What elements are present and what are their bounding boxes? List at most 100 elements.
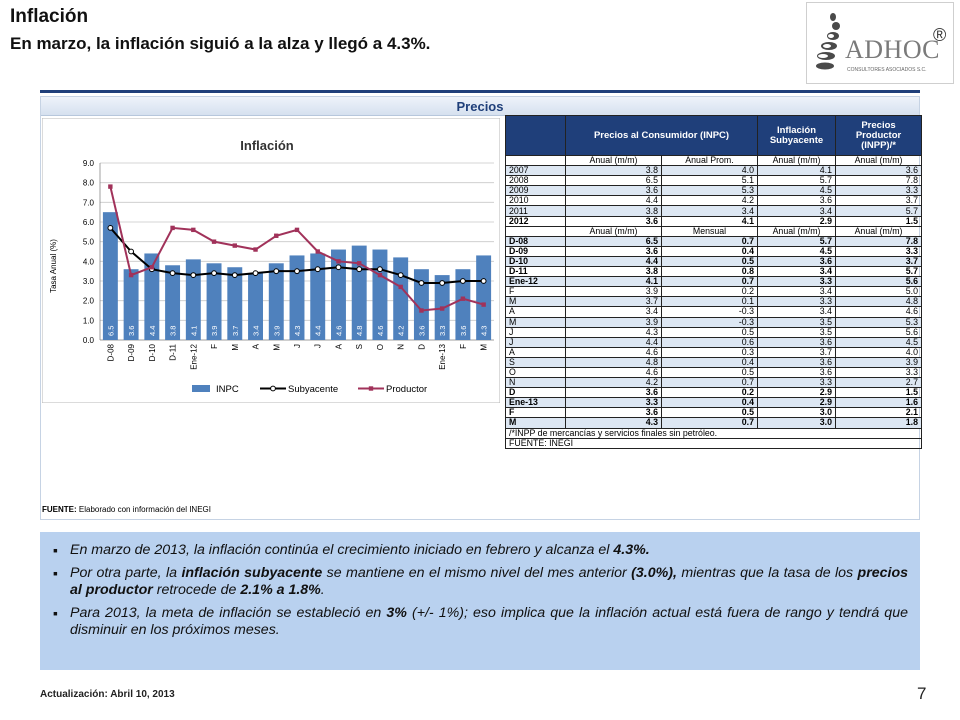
bullet-2-core-value: (3.0%), bbox=[631, 565, 677, 581]
table-cell: 4.5 bbox=[835, 336, 923, 348]
table-cell: 4.6 bbox=[835, 306, 923, 318]
table-subheader-cell: Anual (m/m) bbox=[757, 154, 837, 167]
bar bbox=[144, 253, 160, 340]
table-row-label: M bbox=[505, 316, 566, 328]
x-tick-label: O bbox=[376, 344, 385, 350]
series-point bbox=[439, 280, 446, 286]
table-row: J 4.4 0.6 3.6 4.5 bbox=[505, 336, 923, 348]
table-row: 2010 4.4 4.2 3.6 3.7 bbox=[505, 195, 923, 207]
bar bbox=[123, 269, 139, 340]
x-tick-label: M bbox=[480, 344, 489, 351]
x-tick-label: F bbox=[459, 344, 468, 349]
table-cell: 2.7 bbox=[835, 377, 923, 389]
table-cell: 0.5 bbox=[660, 255, 759, 268]
x-tick-label: A bbox=[252, 343, 261, 349]
bar bbox=[310, 253, 326, 340]
series-point bbox=[273, 268, 280, 275]
table-source: FUENTE: INEGI bbox=[504, 437, 923, 449]
table-subheader-cell bbox=[505, 225, 566, 237]
table-note: /*INPP de mercancías y servicios finales… bbox=[504, 427, 923, 439]
table-row-label: F bbox=[505, 286, 566, 298]
table-cell: 0.2 bbox=[660, 286, 759, 298]
table-cell: 4.5 bbox=[757, 245, 837, 257]
table-cell: 1.6 bbox=[835, 397, 923, 409]
bar-data-label: 3.8 bbox=[169, 326, 178, 336]
legend-label: Productor bbox=[386, 384, 427, 395]
bar bbox=[268, 263, 284, 340]
table-row: O 4.6 0.5 3.6 3.3 bbox=[505, 366, 923, 379]
legend-marker bbox=[368, 386, 374, 391]
table-row-label: S bbox=[505, 356, 566, 368]
x-tick-label: Ene-12 bbox=[189, 343, 198, 369]
x-tick-label: Ene-13 bbox=[438, 343, 447, 369]
series-point bbox=[481, 302, 486, 307]
table-row: A 3.4 -0.3 3.4 4.6 bbox=[505, 306, 923, 318]
series-point bbox=[480, 278, 487, 284]
table-row: 2009 3.6 5.3 4.5 3.3 bbox=[505, 185, 923, 197]
table-row: 2008 6.5 5.1 5.7 7.8 bbox=[505, 175, 923, 187]
table-cell: 4.8 bbox=[565, 356, 662, 368]
table-cell: 3.7 bbox=[835, 255, 923, 268]
table-row: M 3.7 0.1 3.3 4.8 bbox=[505, 296, 923, 308]
x-tick-label: D-09 bbox=[127, 343, 136, 361]
series-point bbox=[274, 233, 279, 238]
x-tick-label: M bbox=[231, 344, 240, 351]
table-cell: 0.1 bbox=[660, 296, 759, 308]
x-tick-label: S bbox=[355, 344, 364, 349]
table-cell: 3.7 bbox=[565, 296, 662, 308]
table-cell: 3.3 bbox=[757, 377, 837, 389]
source-label: FUENTE: bbox=[42, 505, 77, 514]
legend-item: Subyacente bbox=[260, 384, 338, 395]
commentary-box: En marzo de 2013, la inflación continúa … bbox=[40, 532, 920, 670]
series-point bbox=[231, 272, 238, 279]
table-cell: 3.7 bbox=[757, 346, 837, 358]
x-tick-label: D bbox=[417, 344, 426, 350]
table-cell: 5.1 bbox=[660, 175, 759, 187]
table-row: S 4.8 0.4 3.6 3.9 bbox=[505, 356, 923, 368]
series-point bbox=[108, 184, 113, 189]
table-cell: 3.0 bbox=[757, 417, 837, 429]
series-point bbox=[357, 261, 362, 266]
legend-label: INPC bbox=[216, 384, 239, 395]
bar bbox=[102, 212, 118, 340]
series-point bbox=[211, 239, 217, 244]
table-row-label: O bbox=[505, 366, 566, 379]
table-cell: 3.4 bbox=[565, 306, 662, 318]
bar-data-label: 3.4 bbox=[252, 326, 261, 336]
bar-data-label: 3.7 bbox=[231, 326, 240, 336]
table-cell: 3.3 bbox=[835, 185, 923, 197]
y-tick-label: 4.0 bbox=[83, 257, 95, 266]
table-cell: 2.9 bbox=[757, 215, 837, 227]
logo-wordmark: ADHOC bbox=[845, 35, 940, 64]
series-point bbox=[253, 247, 258, 252]
bullet-3: Para 2013, la meta de inflación se estab… bbox=[53, 605, 908, 639]
update-date: Actualización: Abril 10, 2013 bbox=[40, 689, 175, 700]
table-row: F 3.6 0.5 3.0 2.1 bbox=[505, 407, 923, 419]
table-cell: 0.5 bbox=[660, 326, 759, 338]
table-cell: 3.6 bbox=[565, 215, 662, 227]
table-row-label: 2012 bbox=[505, 215, 566, 227]
series-point bbox=[211, 270, 217, 277]
table-cell: 3.9 bbox=[565, 316, 662, 328]
table-cell: 5.3 bbox=[835, 316, 923, 328]
series-point bbox=[377, 266, 383, 273]
table-subheader-cell: Anual (m/m) bbox=[565, 154, 662, 167]
table-cell: 2.9 bbox=[757, 387, 837, 399]
y-tick-label: 8.0 bbox=[83, 179, 95, 188]
price-table: Precios al Consumidor (INPC) Inflación Su… bbox=[504, 115, 923, 449]
bar-data-label: 4.1 bbox=[189, 326, 198, 336]
chart-frame bbox=[42, 118, 500, 403]
bar-data-label: 4.6 bbox=[376, 326, 385, 336]
table-cell: 7.8 bbox=[835, 175, 923, 187]
table-cell: 0.7 bbox=[660, 377, 759, 389]
table-cell: 3.4 bbox=[757, 286, 837, 298]
table-cell: 3.4 bbox=[660, 205, 759, 217]
y-tick-label: 7.0 bbox=[83, 198, 95, 207]
bar-data-label: 6.5 bbox=[106, 326, 115, 336]
table-header-cell: Inflación Subyacente bbox=[757, 115, 837, 156]
table-cell: 0.7 bbox=[660, 235, 759, 247]
table-cell: 3.6 bbox=[757, 366, 837, 379]
table-subheader-cell bbox=[505, 154, 566, 167]
table-cell: 0.5 bbox=[660, 407, 759, 419]
bar-data-label: 4.6 bbox=[334, 326, 343, 336]
